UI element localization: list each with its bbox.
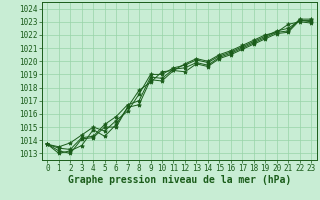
X-axis label: Graphe pression niveau de la mer (hPa): Graphe pression niveau de la mer (hPa) (68, 175, 291, 185)
